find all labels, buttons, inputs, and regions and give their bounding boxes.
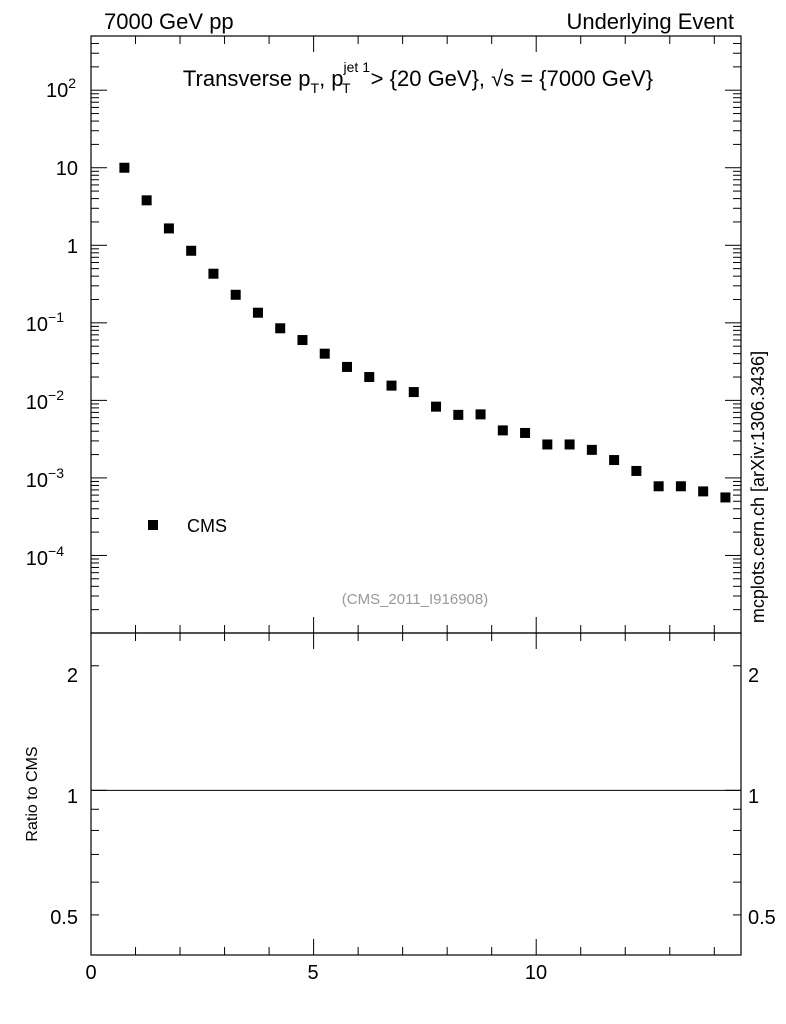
ytick-label-1e-4: 10−4 xyxy=(26,543,64,570)
ratio-ytick-right-0.5: 0.5 xyxy=(748,907,776,929)
cms-data-point xyxy=(497,425,508,436)
ratio-ytick-right-2: 2 xyxy=(748,665,759,687)
cms-data-point xyxy=(141,195,152,206)
cms-data-point xyxy=(542,439,553,450)
ratio-y-tick-labels: 2 1 0.5 2 1 0.5 xyxy=(50,665,776,929)
cms-data-point xyxy=(520,427,531,438)
xtick-label-5: 5 xyxy=(307,962,318,984)
ytick-label-1: 1 xyxy=(67,236,78,258)
xtick-label-0: 0 xyxy=(85,962,96,984)
ratio-ytick-left-2: 2 xyxy=(67,665,78,687)
cms-data-point xyxy=(475,409,486,420)
cms-data-point xyxy=(609,455,620,466)
cms-data-point xyxy=(163,223,174,234)
data-points xyxy=(119,162,731,503)
cms-data-point xyxy=(564,439,575,450)
ytick-label-1e-2: 10−2 xyxy=(26,387,64,414)
cms-data-point xyxy=(230,289,241,300)
ratio-ylabel: Ratio to CMS xyxy=(24,746,41,841)
cms-data-point xyxy=(386,380,397,391)
ytick-label-1e-3: 10−3 xyxy=(26,465,64,492)
cms-data-point xyxy=(586,444,597,455)
cms-data-point xyxy=(208,268,219,279)
cms-data-point xyxy=(364,372,375,383)
cms-data-point xyxy=(698,486,709,497)
cms-data-point xyxy=(720,492,731,503)
analysis-watermark: (CMS_2011_I916908) xyxy=(342,591,488,608)
cms-data-point xyxy=(252,307,263,318)
cms-data-point xyxy=(408,387,419,398)
cms-data-point xyxy=(631,465,642,476)
axis-ticks xyxy=(90,35,741,956)
cms-data-point xyxy=(431,401,442,412)
ytick-label-1e-1: 10−1 xyxy=(26,309,64,336)
cms-data-point xyxy=(653,481,664,492)
ytick-label-1e2: 102 xyxy=(46,75,76,102)
xtick-label-10: 10 xyxy=(525,962,547,984)
top-plot-frame xyxy=(90,35,742,634)
cms-data-point xyxy=(675,481,686,492)
cms-data-point xyxy=(186,245,197,256)
ratio-ytick-right-1: 1 xyxy=(748,786,759,808)
header-right: Underlying Event xyxy=(566,9,734,34)
cms-data-point xyxy=(319,348,330,359)
legend-marker-cms xyxy=(148,520,158,530)
x-tick-labels: 0 5 10 xyxy=(85,962,547,984)
cms-data-point xyxy=(341,361,352,372)
ratio-plot-frame xyxy=(90,632,742,956)
side-label: mcplots.cern.ch [arXiv:1306.3436] xyxy=(748,351,768,623)
header-left: 7000 GeV pp xyxy=(104,9,234,34)
legend-label-cms: CMS xyxy=(187,516,227,536)
cms-data-point xyxy=(453,409,464,420)
cms-data-point xyxy=(275,323,286,334)
top-y-tick-labels: 102 10 1 10−1 10−2 10−3 10−4 xyxy=(26,75,78,570)
ytick-label-10: 10 xyxy=(56,158,78,180)
ratio-ytick-left-1: 1 xyxy=(67,786,78,808)
cms-data-point xyxy=(297,335,308,346)
ratio-ytick-left-0.5: 0.5 xyxy=(50,907,78,929)
cms-data-point xyxy=(119,162,130,173)
